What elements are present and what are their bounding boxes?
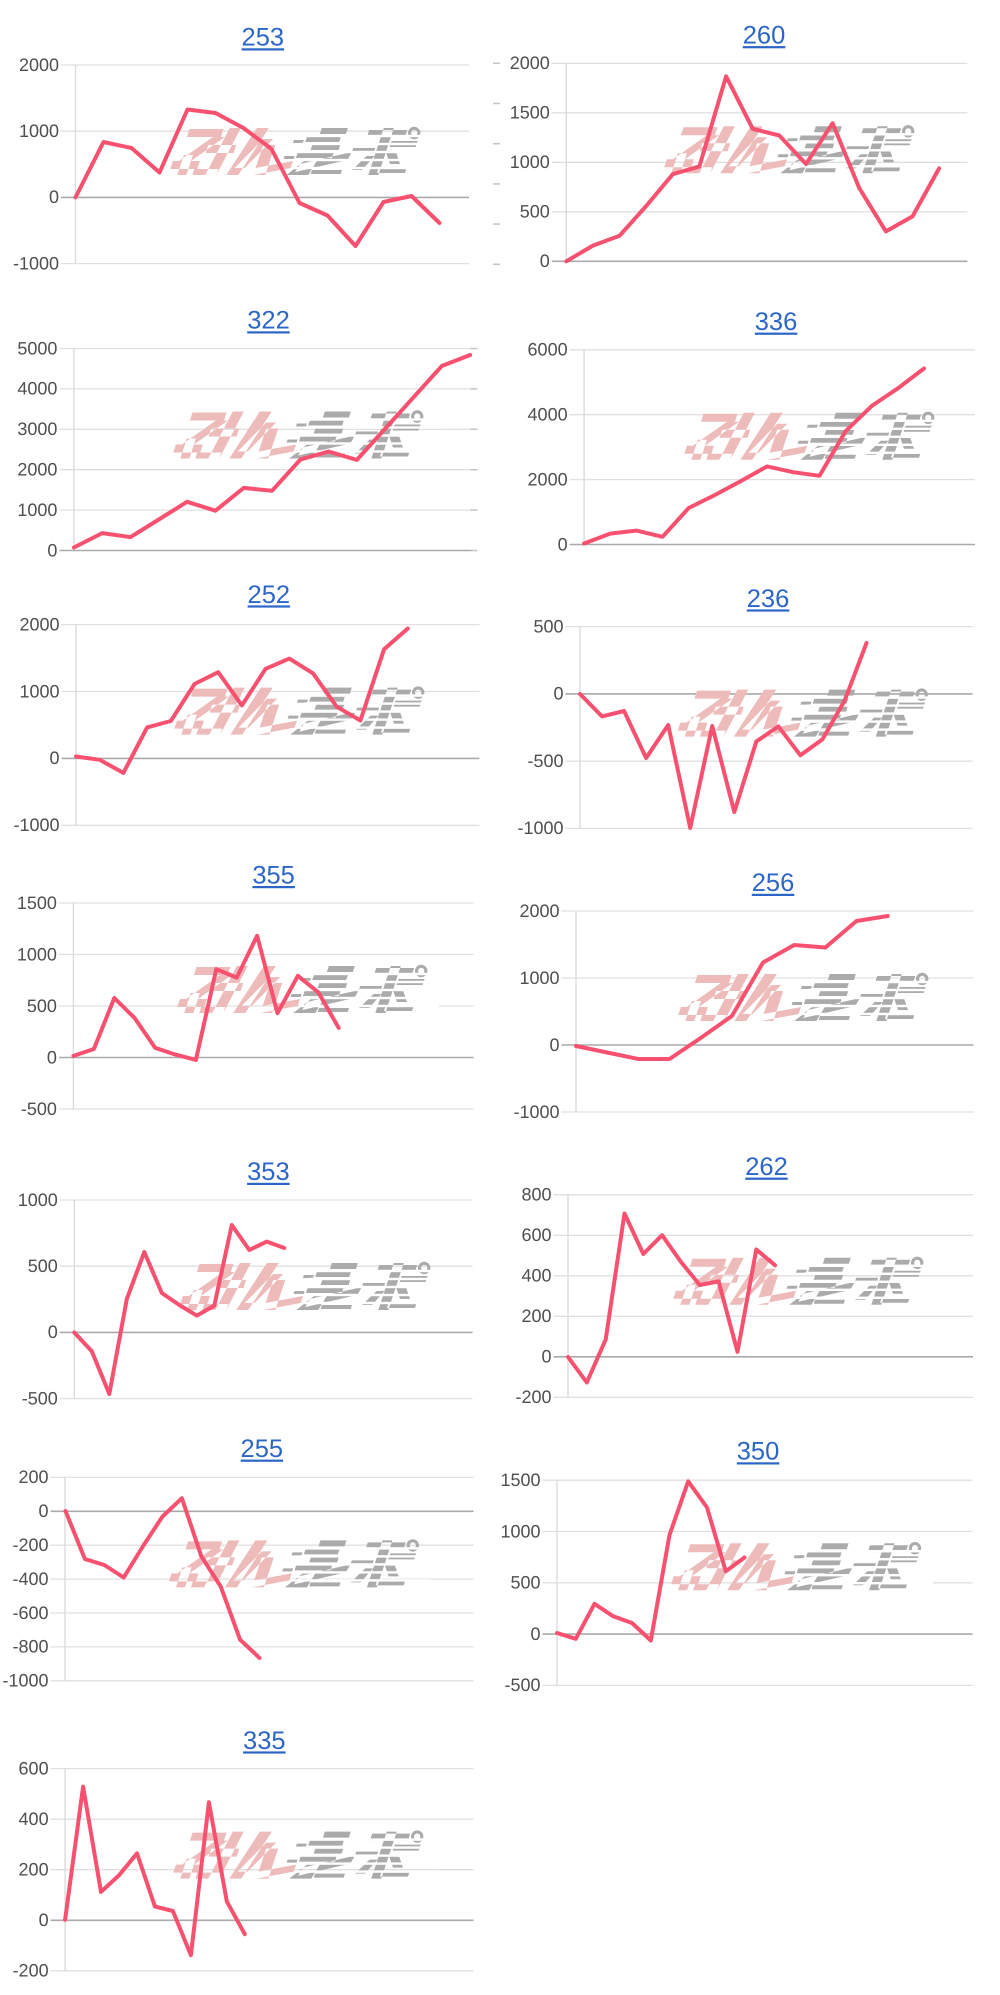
svg-text:0: 0 [541, 1347, 551, 1367]
svg-text:1000: 1000 [519, 968, 559, 988]
svg-text:800: 800 [521, 1185, 551, 1205]
svg-text:0: 0 [549, 1035, 559, 1055]
svg-text:-1000: -1000 [513, 1102, 559, 1122]
svg-text:255: 255 [241, 1435, 284, 1463]
svg-text:-600: -600 [12, 1603, 48, 1623]
svg-text:260: 260 [743, 22, 786, 50]
svg-text:322: 322 [247, 307, 290, 335]
svg-text:-800: -800 [12, 1637, 48, 1657]
svg-text:200: 200 [18, 1467, 48, 1487]
svg-text:-1000: -1000 [13, 815, 59, 835]
svg-text:1500: 1500 [510, 103, 550, 123]
svg-text:1500: 1500 [17, 893, 57, 913]
svg-text:-200: -200 [12, 1535, 48, 1555]
svg-text:500: 500 [27, 996, 57, 1016]
svg-text:0: 0 [558, 534, 568, 554]
svg-text:-500: -500 [21, 1099, 57, 1119]
svg-text:1000: 1000 [19, 681, 59, 701]
svg-text:3000: 3000 [17, 419, 57, 439]
svg-text:600: 600 [19, 1758, 49, 1778]
svg-text:256: 256 [752, 869, 795, 897]
svg-text:0: 0 [38, 1501, 48, 1521]
svg-text:0: 0 [48, 1322, 58, 1342]
svg-text:2000: 2000 [17, 460, 57, 480]
svg-text:-500: -500 [504, 1675, 540, 1695]
svg-text:400: 400 [19, 1809, 49, 1829]
svg-text:353: 353 [247, 1158, 290, 1186]
svg-text:253: 253 [242, 24, 285, 52]
svg-text:-1000: -1000 [13, 253, 59, 273]
svg-text:336: 336 [755, 308, 798, 336]
svg-text:0: 0 [39, 1910, 49, 1930]
svg-text:500: 500 [533, 616, 563, 636]
svg-text:2000: 2000 [528, 469, 568, 489]
svg-text:262: 262 [745, 1153, 788, 1181]
svg-text:1000: 1000 [510, 152, 550, 172]
svg-text:2000: 2000 [510, 53, 550, 73]
svg-text:0: 0 [530, 1624, 540, 1644]
svg-text:-200: -200 [515, 1387, 551, 1407]
svg-text:335: 335 [243, 1727, 286, 1755]
svg-text:-200: -200 [13, 1961, 49, 1981]
svg-text:1000: 1000 [19, 121, 59, 141]
svg-text:500: 500 [510, 1573, 540, 1593]
svg-text:500: 500 [28, 1256, 58, 1276]
svg-text:4000: 4000 [528, 405, 568, 425]
svg-text:1000: 1000 [17, 500, 57, 520]
svg-text:1000: 1000 [18, 1190, 58, 1210]
svg-text:400: 400 [521, 1266, 551, 1286]
svg-text:0: 0 [47, 540, 57, 560]
svg-text:2000: 2000 [19, 614, 59, 634]
svg-text:500: 500 [520, 202, 550, 222]
svg-text:0: 0 [49, 748, 59, 768]
svg-text:200: 200 [19, 1860, 49, 1880]
svg-text:600: 600 [521, 1225, 551, 1245]
svg-text:-500: -500 [527, 751, 563, 771]
svg-text:4000: 4000 [17, 379, 57, 399]
svg-text:6000: 6000 [528, 340, 568, 360]
svg-text:-500: -500 [22, 1388, 58, 1408]
svg-text:1000: 1000 [17, 944, 57, 964]
svg-text:2000: 2000 [519, 901, 559, 921]
svg-text:0: 0 [49, 187, 59, 207]
svg-text:-400: -400 [12, 1569, 48, 1589]
svg-text:-1000: -1000 [2, 1671, 48, 1691]
svg-text:355: 355 [252, 861, 295, 889]
svg-text:5000: 5000 [17, 338, 57, 358]
svg-text:0: 0 [540, 251, 550, 271]
svg-text:1500: 1500 [500, 1470, 540, 1490]
svg-text:236: 236 [747, 585, 790, 613]
svg-text:-1000: -1000 [517, 818, 563, 838]
svg-text:2000: 2000 [19, 55, 59, 75]
svg-text:0: 0 [553, 684, 563, 704]
svg-text:1000: 1000 [500, 1521, 540, 1541]
svg-text:200: 200 [521, 1306, 551, 1326]
svg-text:252: 252 [248, 581, 291, 609]
svg-text:350: 350 [737, 1438, 780, 1466]
svg-text:0: 0 [47, 1047, 57, 1067]
